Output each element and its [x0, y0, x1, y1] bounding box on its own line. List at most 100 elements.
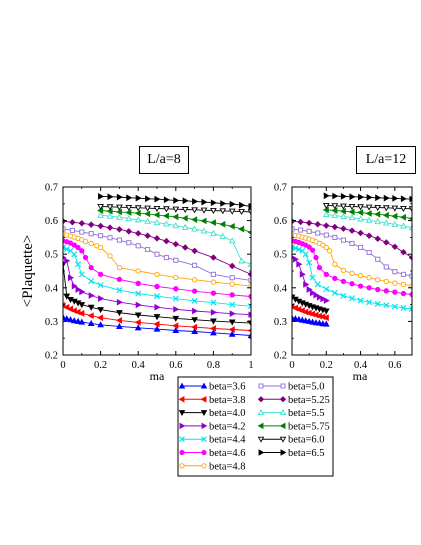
- data-point: [296, 260, 303, 268]
- data-point: [78, 271, 85, 278]
- legend-entry: beta=6.0: [257, 435, 325, 446]
- data-point: [78, 318, 86, 325]
- y-tick-label: 0.2: [45, 351, 58, 362]
- data-point: [116, 276, 123, 283]
- legend-marker: [178, 410, 186, 417]
- data-point: [408, 224, 412, 231]
- data-point: [247, 320, 251, 327]
- data-point: [191, 323, 198, 331]
- y-tick-label: 0.3: [45, 317, 58, 328]
- data-point: [383, 239, 390, 246]
- data-point: [238, 257, 245, 264]
- data-point: [97, 321, 104, 328]
- data-point: [145, 195, 152, 203]
- series-beta=6.0: [97, 203, 251, 216]
- data-point: [97, 282, 104, 289]
- series-beta=4.2: [63, 255, 251, 319]
- legend-marker: [179, 463, 185, 469]
- data-point: [154, 195, 161, 203]
- data-point: [210, 318, 217, 325]
- series-beta=4.4: [63, 244, 251, 310]
- data-point: [135, 243, 141, 249]
- data-point: [238, 225, 245, 233]
- data-point: [63, 315, 71, 322]
- data-point: [323, 271, 329, 278]
- legend-label: beta=3.8: [209, 395, 246, 406]
- y-tick-label: 0.4: [45, 283, 59, 294]
- data-point: [75, 286, 82, 293]
- data-point: [400, 222, 407, 229]
- data-point: [322, 206, 329, 214]
- data-point: [173, 286, 179, 292]
- data-point: [63, 293, 71, 300]
- data-point: [400, 290, 407, 297]
- x-tick-label: 0: [60, 360, 65, 371]
- data-point: [315, 230, 321, 236]
- data-point: [331, 212, 339, 219]
- y-tick-label: 0.5: [45, 250, 58, 261]
- data-point: [106, 212, 114, 219]
- data-point: [75, 261, 82, 268]
- data-point: [172, 240, 180, 248]
- data-point: [375, 286, 381, 293]
- data-point: [323, 244, 329, 251]
- data-point: [172, 326, 180, 334]
- panel-title-left: L/a=8: [139, 146, 189, 174]
- data-point: [163, 196, 170, 204]
- legend-marker: [179, 436, 185, 443]
- data-point: [408, 206, 412, 213]
- data-point: [87, 319, 95, 326]
- data-point: [340, 267, 347, 273]
- legend-marker: [280, 449, 287, 456]
- data-point: [298, 227, 304, 233]
- legend-label: beta=5.25: [288, 395, 330, 406]
- y-tick-label: 0.4: [274, 283, 288, 294]
- series-beta=4.6: [63, 238, 251, 300]
- data-point: [82, 254, 89, 261]
- data-point: [98, 193, 105, 200]
- data-point: [322, 308, 330, 315]
- data-point: [391, 220, 399, 227]
- data-point: [191, 225, 198, 232]
- data-point: [229, 301, 236, 308]
- data-point: [71, 282, 78, 290]
- data-point: [340, 193, 347, 200]
- legend-marker: [258, 383, 264, 389]
- data-point: [79, 288, 86, 296]
- panel-left: 0.20.30.40.50.60.70 0.2 0.4 0.6 0.8 1: [45, 183, 254, 372]
- data-point: [365, 216, 373, 223]
- legend-marker: [279, 436, 287, 443]
- data-point: [409, 273, 412, 279]
- series-beta=5.5: [97, 211, 251, 267]
- data-point: [247, 271, 251, 278]
- data-point: [135, 290, 142, 297]
- legend-marker: [279, 396, 287, 403]
- data-point: [163, 220, 170, 227]
- data-point: [192, 307, 199, 315]
- legend-marker: [201, 449, 207, 456]
- legend-marker: [257, 436, 265, 443]
- data-point: [323, 222, 330, 229]
- data-point: [313, 254, 319, 261]
- legend-entry: beta=5.25: [257, 395, 330, 406]
- data-point: [358, 244, 364, 251]
- data-point: [88, 231, 94, 237]
- data-point: [210, 229, 217, 236]
- y-tick-label: 0.2: [274, 351, 287, 362]
- data-point: [153, 320, 160, 328]
- data-point: [391, 212, 398, 220]
- data-point: [135, 280, 141, 287]
- data-point: [400, 271, 406, 277]
- data-point: [107, 193, 114, 201]
- data-point: [366, 275, 372, 281]
- data-point: [67, 274, 75, 282]
- legend-label: beta=6.5: [288, 448, 325, 459]
- data-point: [63, 226, 66, 232]
- data-point: [181, 244, 189, 251]
- data-point: [78, 220, 86, 227]
- data-point: [365, 204, 373, 211]
- data-point: [209, 325, 216, 332]
- data-point: [219, 232, 227, 239]
- data-point: [348, 214, 356, 221]
